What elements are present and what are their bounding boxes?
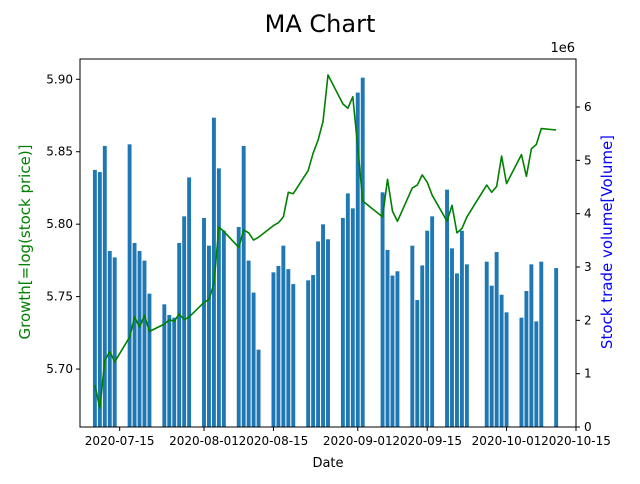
volume-bar xyxy=(415,300,420,427)
volume-bar xyxy=(340,217,345,427)
volume-bar xyxy=(182,216,187,427)
volume-bar xyxy=(539,261,544,427)
volume-bar xyxy=(132,243,137,427)
volume-bar xyxy=(420,265,425,427)
volume-bar xyxy=(554,268,559,427)
volume-bar xyxy=(167,315,172,427)
y-left-tick-label: 5.75 xyxy=(46,290,73,304)
x-tick-label: 2020-07-15 xyxy=(85,434,155,448)
volume-bar xyxy=(425,230,430,427)
volume-bar xyxy=(484,261,489,427)
chart-title: MA Chart xyxy=(265,10,376,38)
volume-bar xyxy=(147,293,152,427)
y-right-tick-label: 5 xyxy=(584,153,592,167)
volume-bar xyxy=(534,321,539,427)
volume-bar xyxy=(221,230,226,427)
volume-bar xyxy=(216,168,221,427)
volume-bar xyxy=(321,224,325,427)
volume-bar xyxy=(256,349,261,427)
y-left-tick-label: 5.85 xyxy=(46,145,73,159)
y-right-tick-label: 1 xyxy=(584,367,592,381)
plot-frame xyxy=(79,58,577,428)
volume-bar xyxy=(489,285,494,427)
growth-line xyxy=(94,74,557,409)
growth-line-series xyxy=(94,74,557,409)
x-tick-label: 2020-08-01 xyxy=(169,434,239,448)
volume-bar xyxy=(499,294,504,427)
y-right-tick-label: 0 xyxy=(584,420,592,434)
volume-bar xyxy=(390,275,395,427)
y-left-tick-label: 5.80 xyxy=(46,217,73,231)
volume-bar xyxy=(251,292,256,427)
volume-bar xyxy=(112,257,117,427)
x-tick-label: 2020-09-01 xyxy=(323,434,393,448)
y-right-tick-label: 6 xyxy=(584,100,592,114)
x-tick-label: 2020-08-15 xyxy=(239,434,309,448)
y-right-tick-label: 4 xyxy=(584,207,592,221)
y-right-tick-label: 2 xyxy=(584,313,592,327)
volume-bar xyxy=(316,241,321,427)
y-left-tick-label: 5.70 xyxy=(46,362,73,376)
x-axis-label: Date xyxy=(312,456,343,471)
volume-bar xyxy=(187,177,192,427)
y-right-multiplier: 1e6 xyxy=(550,41,575,56)
volume-bar xyxy=(430,216,435,427)
volume-bar xyxy=(97,172,102,427)
volume-bar xyxy=(504,312,509,427)
volume-bar xyxy=(380,192,385,427)
volume-bar xyxy=(142,260,147,427)
volume-bar xyxy=(102,145,107,427)
volume-bar xyxy=(524,291,529,427)
volume-bar xyxy=(241,145,246,427)
volume-bar xyxy=(137,251,142,427)
x-tick-label: 2020-10-01 xyxy=(472,434,542,448)
volume-bar xyxy=(211,117,216,428)
volume-bar xyxy=(519,317,524,427)
volume-bar xyxy=(350,208,355,427)
volume-bar xyxy=(464,264,469,427)
volume-bar xyxy=(311,275,316,427)
axes: 2020-07-15 2020-08-01 2020-08-15 2020-09-01… xyxy=(46,58,611,448)
x-tick-label: 2020-09-15 xyxy=(392,434,462,448)
x-tick-label: 2020-10-15 xyxy=(541,434,611,448)
volume-bar xyxy=(236,227,241,427)
volume-bar xyxy=(494,252,499,427)
y-right-axis-label: Stock trade volume[Volume] xyxy=(598,135,616,349)
volume-bar xyxy=(360,77,365,428)
volume-bar xyxy=(291,284,296,427)
volume-bar xyxy=(207,245,211,427)
volume-bar xyxy=(281,245,286,427)
volume-bar xyxy=(286,269,291,427)
volume-bar xyxy=(177,243,182,427)
volume-bar xyxy=(326,239,330,427)
volume-bars xyxy=(92,77,559,428)
volume-bar xyxy=(276,265,281,427)
volume-bar xyxy=(529,264,534,427)
volume-bar xyxy=(355,92,360,427)
volume-bar xyxy=(271,272,276,427)
volume-bar xyxy=(127,144,132,427)
volume-bar xyxy=(107,251,112,427)
volume-bar xyxy=(455,273,459,427)
y-left-axis-label: Growth[=log(stock price)] xyxy=(16,144,34,339)
volume-bar xyxy=(345,193,350,427)
volume-bar xyxy=(202,217,206,427)
volume-bar xyxy=(92,169,97,427)
volume-bar xyxy=(450,248,454,427)
volume-bar xyxy=(172,317,177,427)
volume-bar xyxy=(459,230,464,427)
volume-bar xyxy=(246,260,251,427)
y-right-tick-label: 3 xyxy=(584,260,592,274)
volume-bar xyxy=(162,304,167,427)
volume-bar xyxy=(410,245,415,427)
y-left-tick-label: 5.90 xyxy=(46,72,73,86)
volume-bar xyxy=(385,249,390,427)
volume-bar xyxy=(395,271,400,427)
volume-bar xyxy=(445,189,449,427)
volume-bar xyxy=(306,280,311,427)
